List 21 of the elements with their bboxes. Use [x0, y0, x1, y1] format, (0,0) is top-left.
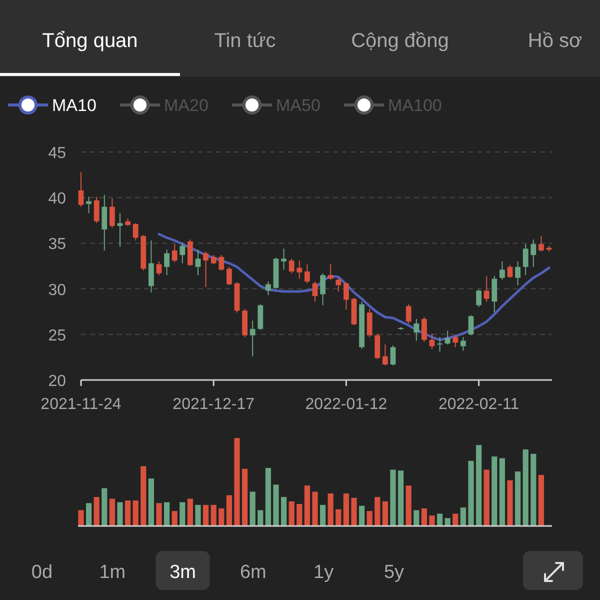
- text: Cộng đồng: [351, 30, 449, 52]
- x-tick-label: 2021-12-17: [172, 396, 255, 413]
- x-tick-label: 2022-01-12: [305, 396, 388, 413]
- text: 1m: [99, 562, 126, 583]
- text: Tổng quan: [42, 30, 138, 52]
- y-tick-label: 25: [48, 327, 66, 344]
- text: 6m: [240, 562, 266, 583]
- y-tick-label: 30: [48, 282, 66, 299]
- text: 3m: [170, 562, 196, 583]
- text: Tin tức: [214, 30, 276, 52]
- y-tick-label: 35: [48, 236, 66, 254]
- x-tick-label: 2021-11-24: [40, 396, 122, 413]
- text: 5y: [384, 562, 405, 583]
- y-tick-label: 45: [48, 145, 66, 162]
- text: Hồ sơ: [528, 30, 582, 52]
- text: 1y: [314, 562, 334, 583]
- text: 0d: [31, 562, 53, 583]
- legend-label: MA10: [52, 96, 96, 115]
- y-tick-label: 20: [48, 373, 66, 390]
- y-tick-label: 40: [48, 190, 66, 208]
- x-tick-label: 2022-02-11: [438, 396, 520, 413]
